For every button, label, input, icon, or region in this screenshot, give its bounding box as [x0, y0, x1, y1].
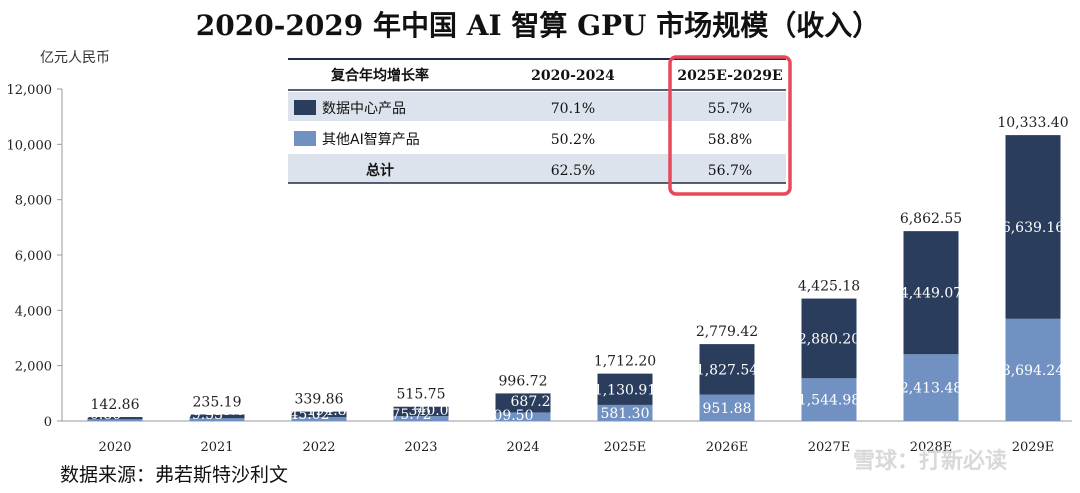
bar-segment-datacenter — [189, 414, 245, 419]
cagr-table: 复合年均增长率 2020-2024 2025E-2029E 数据中心产品 70.1% 55… — [288, 55, 792, 196]
bar-segment-datacenter — [87, 417, 143, 420]
source-note: 数据来源：弗若斯特沙利文 — [60, 464, 288, 486]
total-label: 6,862.55 — [900, 211, 962, 227]
total-label: 235.19 — [193, 394, 242, 410]
bar-segment-datacenter — [291, 411, 347, 417]
x-tick-label: 2026E — [706, 440, 749, 455]
total-label: 339.86 — [295, 392, 344, 408]
y-tick-label: 2,000 — [15, 360, 52, 375]
total-label: 10,333.40 — [997, 115, 1068, 131]
total-label: 996.72 — [499, 373, 548, 389]
data-label-other: 309.50 — [485, 408, 534, 424]
total-label: 4,425.18 — [798, 279, 860, 295]
data-label-other: 145.02 — [281, 407, 330, 423]
data-label-datacenter: 4,449.07 — [900, 286, 962, 302]
data-label-datacenter: 135.66 — [205, 403, 254, 419]
data-label-datacenter: 82.00 — [107, 403, 147, 419]
x-tick-label: 2024 — [506, 440, 539, 455]
table-row-label: 总计 — [366, 162, 394, 179]
y-tick-label: 10,000 — [7, 138, 53, 153]
table-cell-col1: 70.1% — [551, 101, 595, 117]
data-label-other: 2,413.48 — [900, 381, 962, 397]
x-tick-label: 2022 — [302, 440, 335, 455]
highlight-box — [668, 55, 792, 196]
bar-segment-other — [291, 416, 347, 421]
data-label-other: 175.72 — [383, 407, 432, 423]
x-tick-label: 2021 — [200, 440, 233, 455]
table-header-label: 复合年均增长率 — [330, 67, 429, 84]
table-row-band — [288, 92, 786, 121]
data-label-other: 60.86 — [81, 407, 121, 423]
bar-segment-other — [189, 418, 245, 421]
legend-swatch — [294, 100, 316, 115]
bar-segment-datacenter — [393, 406, 449, 417]
x-tick-label: 2020 — [98, 440, 131, 455]
data-label-datacenter: 1,130.91 — [594, 382, 656, 398]
data-label-datacenter: 2,880.20 — [798, 331, 860, 347]
total-label: 142.86 — [91, 397, 140, 413]
bar-segment-datacenter — [801, 298, 857, 379]
x-tick-label: 2023 — [404, 440, 437, 455]
y-tick-label: 12,000 — [7, 83, 53, 98]
watermark: 雪球：打新必读 — [853, 448, 1007, 474]
table-row-label: 其他AI智算产品 — [322, 132, 420, 148]
data-label-datacenter: 1,827.54 — [696, 362, 758, 378]
table-cell-col2: 56.7% — [708, 163, 752, 179]
total-label: 515.75 — [397, 387, 446, 403]
data-label-other: 1,544.98 — [798, 393, 860, 409]
x-tick-label: 2029E — [1012, 440, 1055, 455]
bar-segment-datacenter — [597, 373, 653, 405]
total-label: 2,779.42 — [696, 324, 758, 340]
bar-segment-other — [495, 412, 551, 421]
data-label-other: 99.53 — [183, 407, 223, 423]
bar-segment-datacenter — [495, 393, 551, 413]
data-label-datacenter: 687.22 — [511, 394, 560, 410]
data-label-datacenter: 340.03 — [409, 403, 458, 419]
bar-segment-other — [801, 378, 857, 421]
bar-segment-datacenter — [699, 344, 755, 395]
data-label-other: 3,694.24 — [1002, 363, 1064, 379]
data-label-other: 951.88 — [703, 401, 752, 417]
legend-swatch — [294, 131, 316, 146]
bar-segment-other — [87, 419, 143, 421]
bar-segment-other — [597, 404, 653, 421]
bar-segment-other — [903, 354, 959, 421]
x-tick-label: 2028E — [910, 440, 953, 455]
y-tick-label: 4,000 — [15, 304, 52, 319]
x-tick-label: 2025E — [604, 440, 647, 455]
y-tick-label: 8,000 — [15, 194, 52, 209]
bar-segment-other — [393, 416, 449, 421]
table-header-col2: 2025E-2029E — [677, 68, 782, 84]
y-tick-label: 0 — [44, 415, 52, 430]
data-label-datacenter: 194.84 — [307, 403, 356, 419]
total-label: 1,712.20 — [594, 354, 656, 370]
table-row-band — [288, 154, 786, 183]
table-row-label: 数据中心产品 — [322, 101, 406, 117]
bar-segment-datacenter — [903, 231, 959, 355]
table-cell-col1: 62.5% — [551, 163, 595, 179]
table-header-col1: 2020-2024 — [531, 68, 615, 84]
data-label-datacenter: 6,639.16 — [1002, 220, 1064, 236]
table-cell-col1: 50.2% — [551, 132, 595, 148]
table-cell-col2: 55.7% — [708, 101, 752, 117]
y-tick-label: 6,000 — [15, 249, 52, 264]
bar-segment-datacenter — [1005, 135, 1061, 319]
table-cell-col2: 58.8% — [708, 132, 752, 148]
y-axis-label: 亿元人民币 — [40, 50, 110, 66]
data-label-other: 581.30 — [601, 406, 650, 422]
bar-segment-other — [699, 394, 755, 421]
bar-segment-other — [1005, 318, 1061, 421]
x-tick-label: 2027E — [808, 440, 851, 455]
chart-title: 2020-2029 年中国 AI 智算 GPU 市场规模（收入） — [196, 9, 880, 42]
